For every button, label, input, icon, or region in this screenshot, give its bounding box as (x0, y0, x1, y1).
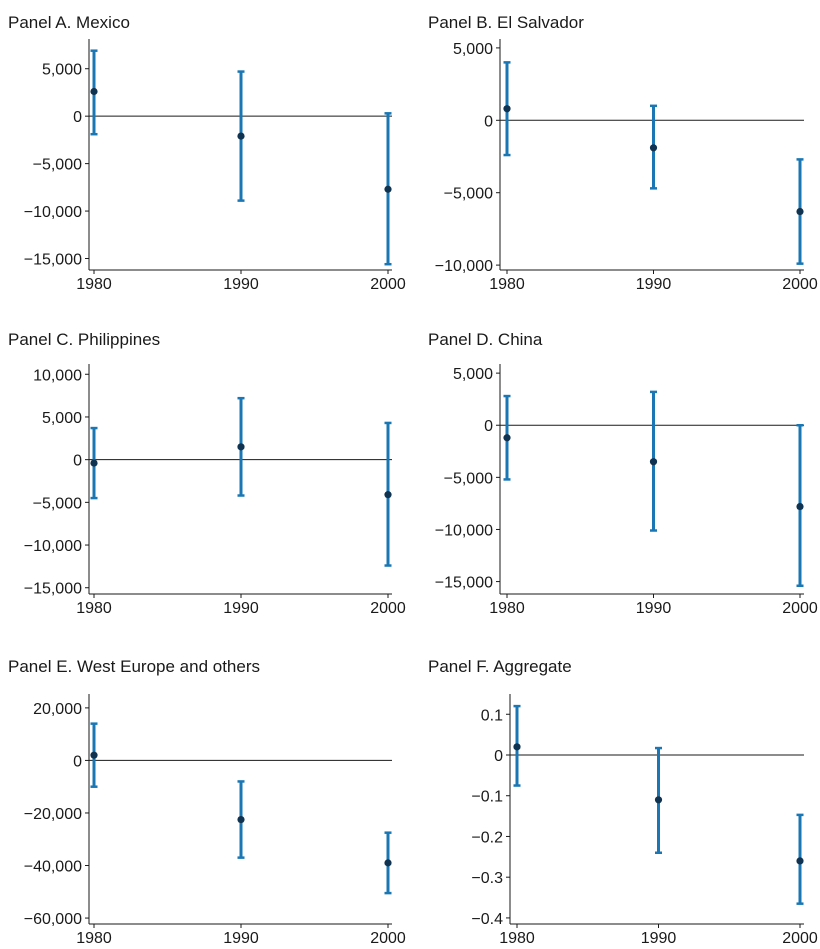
point-estimate (237, 815, 245, 824)
panel-title: Panel C. Philippines (8, 330, 160, 349)
x-tick-label: 1980 (499, 930, 535, 947)
y-tick-label: 0 (484, 418, 493, 435)
x-tick-label: 1980 (489, 276, 525, 293)
point-estimate (384, 859, 392, 867)
x-tick-label: 1990 (223, 930, 259, 947)
y-tick-label: 0 (73, 453, 82, 470)
y-tick-label: −15,000 (435, 575, 493, 592)
point-estimate (796, 502, 804, 511)
y-tick-label: −10,000 (24, 204, 82, 221)
x-tick-label: 1990 (223, 600, 259, 617)
y-tick-label: −0.1 (471, 789, 503, 806)
x-tick-label: 2000 (370, 276, 406, 293)
y-tick-label: −5,000 (444, 186, 493, 203)
y-tick-label: −20,000 (24, 806, 82, 823)
panel-title: Panel F. Aggregate (428, 657, 572, 676)
y-tick-label: −0.4 (471, 911, 503, 928)
panel-title: Panel D. China (428, 330, 543, 349)
y-tick-label: −0.3 (471, 870, 503, 887)
point-estimate (513, 743, 521, 751)
point-estimate (796, 857, 804, 865)
point-estimate (503, 105, 511, 113)
y-tick-label: 5,000 (42, 62, 82, 79)
y-tick-label: −5,000 (33, 495, 82, 512)
y-tick-label: −10,000 (435, 522, 493, 539)
panel-title: Panel A. Mexico (8, 13, 130, 32)
y-tick-label: −10,000 (435, 258, 493, 275)
chart-panel-2: Panel B. El Salvador5,0000−5,000−10,0001… (428, 13, 818, 293)
y-tick-label: 5,000 (453, 366, 493, 383)
y-tick-label: −15,000 (24, 581, 82, 598)
y-tick-label: 5,000 (42, 410, 82, 427)
y-tick-label: 10,000 (33, 367, 82, 384)
x-tick-label: 1980 (76, 600, 112, 617)
x-tick-label: 1990 (223, 276, 259, 293)
point-estimate (796, 207, 804, 216)
y-tick-label: −0.2 (471, 829, 503, 846)
y-tick-label: −15,000 (24, 252, 82, 269)
x-tick-label: 2000 (370, 930, 406, 947)
y-tick-label: 5,000 (453, 41, 493, 58)
panel-title: Panel E. West Europe and others (8, 657, 260, 676)
y-tick-label: −40,000 (24, 859, 82, 876)
point-estimate (654, 796, 663, 804)
x-tick-label: 1990 (636, 600, 672, 617)
y-tick-label: −5,000 (444, 470, 493, 487)
chart-panel-5: Panel E. West Europe and others 20,000 0 −2… (8, 657, 406, 947)
chart-panel-6: Panel F. Aggregate 0.1 0 −0.1 −0.2 −0.3 −0.4 19… (428, 657, 818, 947)
y-tick-label: 0.1 (481, 707, 503, 724)
point-estimate (237, 132, 245, 140)
y-tick-label: 0 (73, 753, 82, 770)
y-tick-label: −10,000 (24, 538, 82, 555)
y-tick-label: 0 (73, 109, 82, 126)
y-tick-label: 0 (484, 113, 493, 130)
point-estimate (237, 443, 245, 451)
x-tick-label: 2000 (782, 600, 818, 617)
chart-panel-4: Panel D. China 5,000 0 −5,000 −10,000 −15,000… (428, 330, 818, 617)
x-tick-label: 1990 (636, 276, 672, 293)
y-tick-label: −5,000 (33, 157, 82, 174)
x-tick-label: 1990 (641, 930, 677, 947)
point-estimate (90, 751, 98, 759)
x-tick-label: 1980 (76, 930, 112, 947)
x-tick-label: 1980 (489, 600, 525, 617)
x-tick-label: 2000 (370, 600, 406, 617)
point-estimate (384, 491, 392, 499)
chart-panel-3: Panel C. Philippines 10,000 5,000 0 −5,000 −1… (8, 330, 406, 617)
chart-panel-1: Panel A. Mexico 5,000 0 −5,000 −10,000 −15,00… (8, 13, 406, 293)
point-estimate (90, 459, 98, 467)
y-tick-label: 0 (494, 748, 503, 765)
point-estimate (649, 458, 658, 466)
x-tick-label: 2000 (782, 276, 818, 293)
point-estimate (649, 144, 658, 152)
point-estimate (503, 434, 511, 442)
point-estimate (90, 87, 98, 96)
y-tick-label: 20,000 (33, 701, 82, 718)
x-tick-label: 1980 (76, 276, 112, 293)
y-tick-label: −60,000 (24, 911, 82, 928)
panel-title: Panel B. El Salvador (428, 13, 584, 32)
point-estimate (384, 185, 392, 193)
x-tick-label: 2000 (782, 930, 818, 947)
